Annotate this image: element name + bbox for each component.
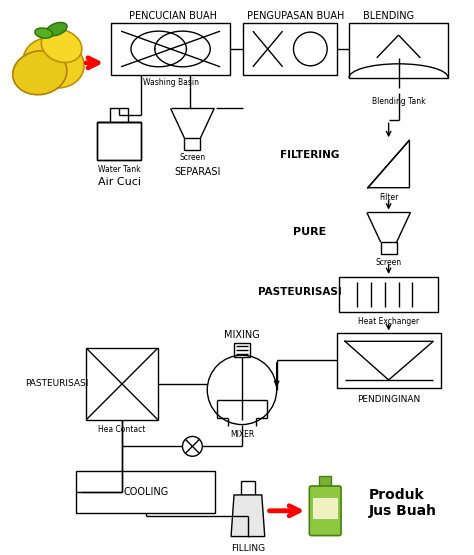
Text: PASTEURISASI: PASTEURISASI (25, 380, 88, 388)
Bar (234, 344, 250, 357)
Ellipse shape (35, 28, 53, 38)
Text: PURE: PURE (293, 228, 326, 238)
Ellipse shape (46, 22, 67, 36)
Text: Heat Exchanger: Heat Exchanger (358, 317, 419, 326)
Ellipse shape (13, 51, 67, 95)
Text: Filter: Filter (379, 193, 398, 202)
Text: Blending Tank: Blending Tank (372, 97, 425, 106)
Bar (184, 138, 201, 150)
Text: FILLING: FILLING (231, 544, 265, 553)
Text: SEPARASI: SEPARASI (174, 167, 220, 177)
Text: COOLING: COOLING (123, 487, 168, 497)
Text: Hea Contact: Hea Contact (98, 425, 146, 434)
Bar (339, 277, 438, 311)
Text: Screen: Screen (375, 258, 401, 266)
Bar (86, 348, 158, 420)
Text: Produk
Jus Buah: Produk Jus Buah (369, 488, 437, 518)
Bar (337, 334, 441, 388)
Text: PASTEURISASI: PASTEURISASI (257, 287, 341, 297)
Text: Washing Basin: Washing Basin (143, 78, 199, 87)
Text: MIXING: MIXING (224, 330, 260, 340)
FancyBboxPatch shape (310, 486, 341, 536)
Bar (319, 476, 331, 488)
Text: PENDINGINAN: PENDINGINAN (357, 395, 420, 404)
Text: PENCUCIAN BUAH: PENCUCIAN BUAH (128, 11, 217, 21)
Bar (313, 498, 337, 518)
Bar (349, 23, 448, 78)
Text: Water Tank: Water Tank (98, 165, 140, 174)
Text: Air Cuci: Air Cuci (98, 176, 141, 187)
Bar (110, 108, 128, 122)
Polygon shape (231, 495, 265, 537)
Bar (381, 242, 397, 254)
Bar (243, 23, 337, 75)
Text: FILTERING: FILTERING (280, 150, 339, 160)
Bar (111, 23, 230, 75)
Text: BLENDING: BLENDING (363, 11, 414, 21)
Bar (76, 471, 215, 513)
Ellipse shape (23, 38, 84, 88)
Text: PENGUPASAN BUAH: PENGUPASAN BUAH (247, 11, 344, 21)
Text: Screen: Screen (179, 154, 205, 163)
Ellipse shape (41, 29, 82, 63)
Bar (241, 481, 255, 495)
Text: MIXER: MIXER (230, 430, 254, 439)
